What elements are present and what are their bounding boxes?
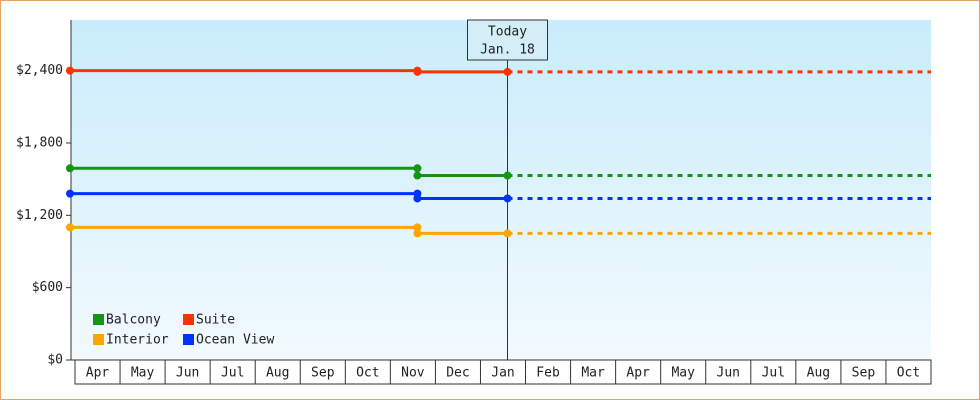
x-axis-box — [74, 359, 932, 385]
x-tick-label: Dec — [446, 366, 469, 381]
x-tick-label: Jun — [176, 366, 199, 381]
point — [413, 223, 422, 232]
y-tick-label: $0 — [47, 353, 63, 368]
x-tick-label: Feb — [536, 366, 560, 381]
point — [66, 164, 74, 173]
x-tick-label: Oct — [897, 366, 920, 381]
y-tick-label: $2,400 — [16, 63, 63, 78]
x-tick-label: May — [671, 366, 695, 381]
series-line — [70, 69, 508, 74]
point — [503, 67, 512, 76]
x-tick-label: Sep — [852, 366, 876, 381]
y-tick-label: $600 — [32, 280, 63, 295]
x-tick-label: Jun — [717, 366, 740, 381]
today-title: Today — [488, 25, 527, 40]
legend-swatch — [93, 314, 104, 325]
x-tick-label: May — [131, 366, 155, 381]
x-tick-label: Jul — [762, 366, 785, 381]
x-tick-label: Apr — [626, 366, 650, 381]
y-tick-label: $1,200 — [16, 208, 63, 223]
point — [413, 164, 422, 173]
point — [503, 171, 512, 180]
point — [66, 223, 74, 232]
x-tick-label: Aug — [266, 366, 289, 381]
today-date: Jan. 18 — [480, 43, 535, 58]
y-tick-label: $1,800 — [16, 135, 63, 150]
point — [503, 194, 512, 203]
x-tick-label: Jan — [491, 366, 514, 381]
legend-swatch — [183, 314, 194, 325]
x-tick-label: Sep — [311, 366, 335, 381]
legend-label: Interior — [106, 333, 169, 348]
point — [413, 67, 422, 76]
legend-label: Suite — [196, 313, 235, 328]
today-box — [467, 19, 549, 61]
point — [413, 194, 422, 203]
legend-swatch — [93, 334, 104, 345]
legend-swatch — [183, 334, 194, 345]
legend-label: Balcony — [106, 313, 161, 328]
x-tick-label: Apr — [86, 366, 110, 381]
x-tick-label: Oct — [356, 366, 379, 381]
point — [413, 171, 422, 180]
point — [66, 66, 74, 75]
x-tick-label: Jul — [221, 366, 244, 381]
point — [503, 229, 512, 238]
point — [413, 229, 422, 238]
legend-label: Ocean View — [196, 333, 274, 348]
x-tick-label: Aug — [807, 366, 830, 381]
x-tick-label: Mar — [581, 366, 605, 381]
point — [66, 189, 74, 198]
x-tick-label: Nov — [401, 366, 425, 381]
plot-area — [71, 20, 931, 360]
